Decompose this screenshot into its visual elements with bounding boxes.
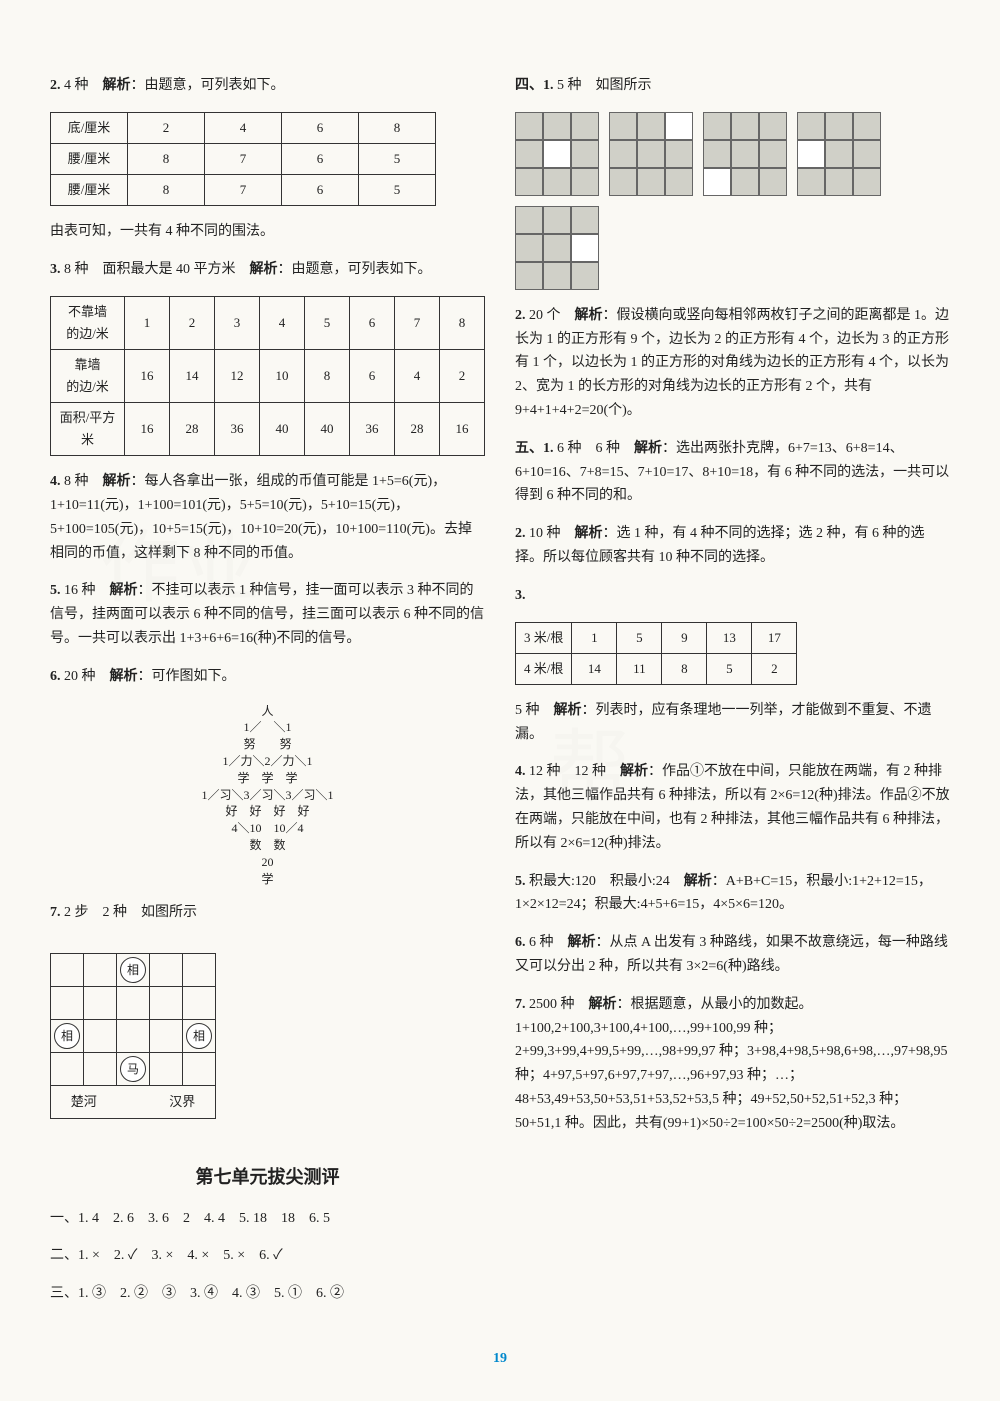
- table-1: 底/厘米2468腰/厘米8765腰/厘米8765: [50, 112, 436, 206]
- columns: 2. 4 种 解析：由题意，可列表如下。 底/厘米2468腰/厘米8765腰/厘…: [50, 60, 950, 1320]
- q4: 4. 8 种 解析：每人各拿出一张，组成的币值可能是 1+5=6(元)，1+10…: [50, 470, 485, 565]
- q7: 7. 2 步 2 种 如图所示: [50, 901, 485, 925]
- q3: 3. 8 种 面积最大是 40 平方米 解析：由题意，可列表如下。: [50, 258, 485, 282]
- r-q3after: 5 种 解析：列表时，应有条理地一一列举，才能做到不重复、不遗漏。: [515, 699, 950, 747]
- answers-yi: 一、1. 4 2. 6 3. 6 2 4. 4 5. 18 18 6. 5: [50, 1207, 485, 1231]
- right-column: 四、1. 5 种 如图所示 2. 20 个 解析：假设横向或竖向每相邻两枚钉子之…: [515, 60, 950, 1320]
- r-q7: 7. 2500 种 解析：根据题意，从最小的加数起。1+100,2+100,3+…: [515, 993, 950, 1136]
- section-title: 第七单元拔尖测评: [50, 1162, 485, 1193]
- r-q3: 3.: [515, 584, 950, 608]
- q2: 2. 4 种 解析：由题意，可列表如下。: [50, 74, 485, 98]
- r-q5: 5. 积最大:120 积最小:24 解析：A+B+C=15，积最小:1+2+12…: [515, 870, 950, 918]
- r-q2b: 2. 10 种 解析：选 1 种，有 4 种不同的选择；选 2 种，有 6 种的…: [515, 522, 950, 570]
- q6: 6. 20 种 解析：可作图如下。: [50, 665, 485, 689]
- table-2: 不靠墙 的边/米12345678靠墙 的边/米161412108642面积/平方…: [50, 296, 485, 457]
- tree-diagram: 人 1／ ＼1 努 努 1／力＼2／力＼1 学 学 学 1／习＼3／习＼3／习＼…: [50, 703, 485, 888]
- wu: 五、1. 6 种 6 种 解析：选出两张扑克牌，6+7=13、6+8=14、6+…: [515, 437, 950, 508]
- answers-er: 二、1. × 2. ✓ 3. × 4. × 5. × 6. ✓: [50, 1244, 485, 1268]
- left-column: 2. 4 种 解析：由题意，可列表如下。 底/厘米2468腰/厘米8765腰/厘…: [50, 60, 485, 1320]
- page: 作业 帮 2. 4 种 解析：由题意，可列表如下。 底/厘米2468腰/厘米87…: [0, 0, 1000, 1401]
- grid-diagrams: [515, 112, 950, 290]
- chess-board: 相 相相 马 楚河汉界: [50, 947, 216, 1125]
- q2-after: 由表可知，一共有 4 种不同的围法。: [50, 220, 485, 244]
- answers-san: 三、1. ③ 2. ② ③ 3. ④ 4. ③ 5. ① 6. ②: [50, 1282, 485, 1306]
- r-q2: 2. 20 个 解析：假设横向或竖向每相邻两枚钉子之间的距离都是 1。边长为 1…: [515, 304, 950, 423]
- table-3: 3 米/根15913174 米/根1411852: [515, 622, 797, 685]
- page-number: 19: [493, 1347, 507, 1371]
- q5: 5. 16 种 解析：不挂可以表示 1 种信号，挂一面可以表示 3 种不同的信号…: [50, 579, 485, 650]
- r-q6: 6. 6 种 解析：从点 A 出发有 3 种路线，如果不故意绕远，每一种路线又可…: [515, 931, 950, 979]
- si: 四、1. 5 种 如图所示: [515, 74, 950, 98]
- r-q4: 4. 12 种 12 种 解析：作品①不放在中间，只能放在两端，有 2 种排法，…: [515, 760, 950, 855]
